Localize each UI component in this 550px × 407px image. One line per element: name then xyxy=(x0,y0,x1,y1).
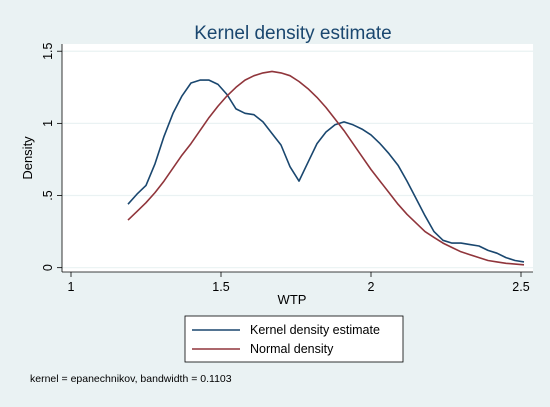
x-tick-label-1: 1.5 xyxy=(212,280,229,294)
legend-box xyxy=(184,315,404,363)
y-tick-label-2: 1 xyxy=(41,120,55,127)
x-axis-label: WTP xyxy=(278,292,307,307)
axes: 0 .5 1 1.5 1 1.5 2 2.5 xyxy=(41,42,533,294)
x-tick-label-0: 1 xyxy=(68,280,75,294)
y-axis-label: Density xyxy=(20,136,35,180)
gridlines xyxy=(62,50,533,269)
y-tick-label-0: 0 xyxy=(41,264,55,271)
chart-title: Kernel density estimate xyxy=(194,23,392,44)
normal-density-line xyxy=(127,70,525,266)
x-tick-label-2: 2 xyxy=(368,280,375,294)
plot-area xyxy=(62,44,533,272)
y-tick-label-3: 1.5 xyxy=(41,42,55,59)
y-tick-label-1: .5 xyxy=(41,190,55,200)
series-layer xyxy=(127,70,525,266)
x-tick-label-3: 2.5 xyxy=(512,280,529,294)
legend-label-normal: Normal density xyxy=(250,342,334,356)
kde-line xyxy=(127,79,525,263)
legend-label-kde: Kernel density estimate xyxy=(250,323,380,337)
kernel-note: kernel = epanechnikov, bandwidth = 0.110… xyxy=(30,373,232,385)
legend: Kernel density estimate Normal density xyxy=(184,315,404,363)
